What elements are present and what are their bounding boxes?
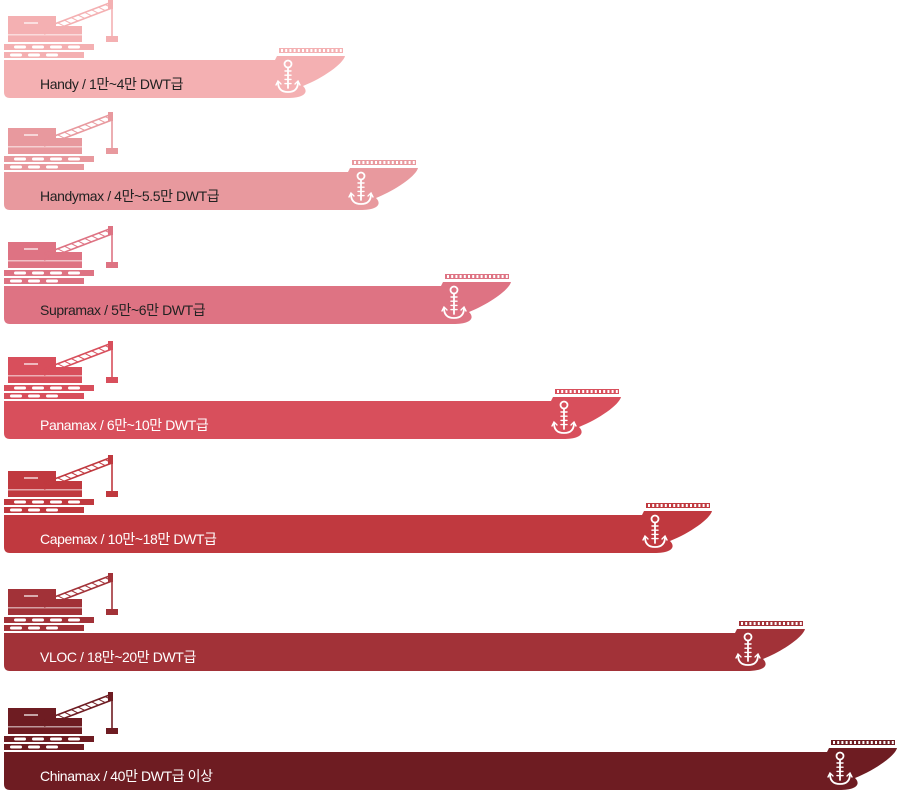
- crane-icon: [43, 573, 118, 615]
- ship-label-vloc: VLOC / 18만~20만 DWT급: [40, 649, 196, 665]
- ship-handy: Handy / 1만~4만 DWT급: [0, 0, 345, 105]
- anchor-icon: [551, 400, 577, 434]
- cargo-ship-icon: [4, 455, 712, 553]
- crane-icon: [43, 0, 118, 42]
- ship-capemax: Capemax / 10만~18만 DWT급: [0, 455, 712, 560]
- anchor-icon: [642, 514, 668, 548]
- anchor-icon: [348, 171, 374, 205]
- anchor-icon: [441, 285, 467, 319]
- ship-handymax: Handymax / 4만~5.5만 DWT급: [0, 112, 418, 217]
- ship-chinamax: Chinamax / 40만 DWT급 이상: [0, 692, 897, 797]
- cargo-ship-icon: [4, 573, 805, 671]
- ship-panamax: Panamax / 6만~10만 DWT급: [0, 341, 621, 446]
- anchor-icon: [827, 751, 853, 785]
- ship-label-chinamax: Chinamax / 40만 DWT급 이상: [40, 768, 213, 784]
- crane-icon: [43, 112, 118, 154]
- ship-label-supramax: Supramax / 5만~6만 DWT급: [40, 302, 206, 318]
- ship-label-handymax: Handymax / 4만~5.5만 DWT급: [40, 188, 220, 204]
- cargo-ship-icon: [4, 0, 345, 98]
- crane-icon: [43, 455, 118, 497]
- crane-icon: [43, 226, 118, 268]
- cargo-ship-icon: [4, 341, 621, 439]
- ship-label-panamax: Panamax / 6만~10만 DWT급: [40, 417, 209, 433]
- crane-icon: [43, 692, 118, 734]
- cargo-ship-icon: [4, 226, 511, 324]
- ship-label-handy: Handy / 1만~4만 DWT급: [40, 76, 184, 92]
- cargo-ship-icon: [4, 112, 418, 210]
- ship-supramax: Supramax / 5만~6만 DWT급: [0, 226, 511, 331]
- ship-label-capemax: Capemax / 10만~18만 DWT급: [40, 531, 217, 547]
- ship-vloc: VLOC / 18만~20만 DWT급: [0, 573, 805, 678]
- crane-icon: [43, 341, 118, 383]
- anchor-icon: [735, 632, 761, 666]
- cargo-ship-icon: [4, 692, 897, 790]
- anchor-icon: [275, 59, 301, 93]
